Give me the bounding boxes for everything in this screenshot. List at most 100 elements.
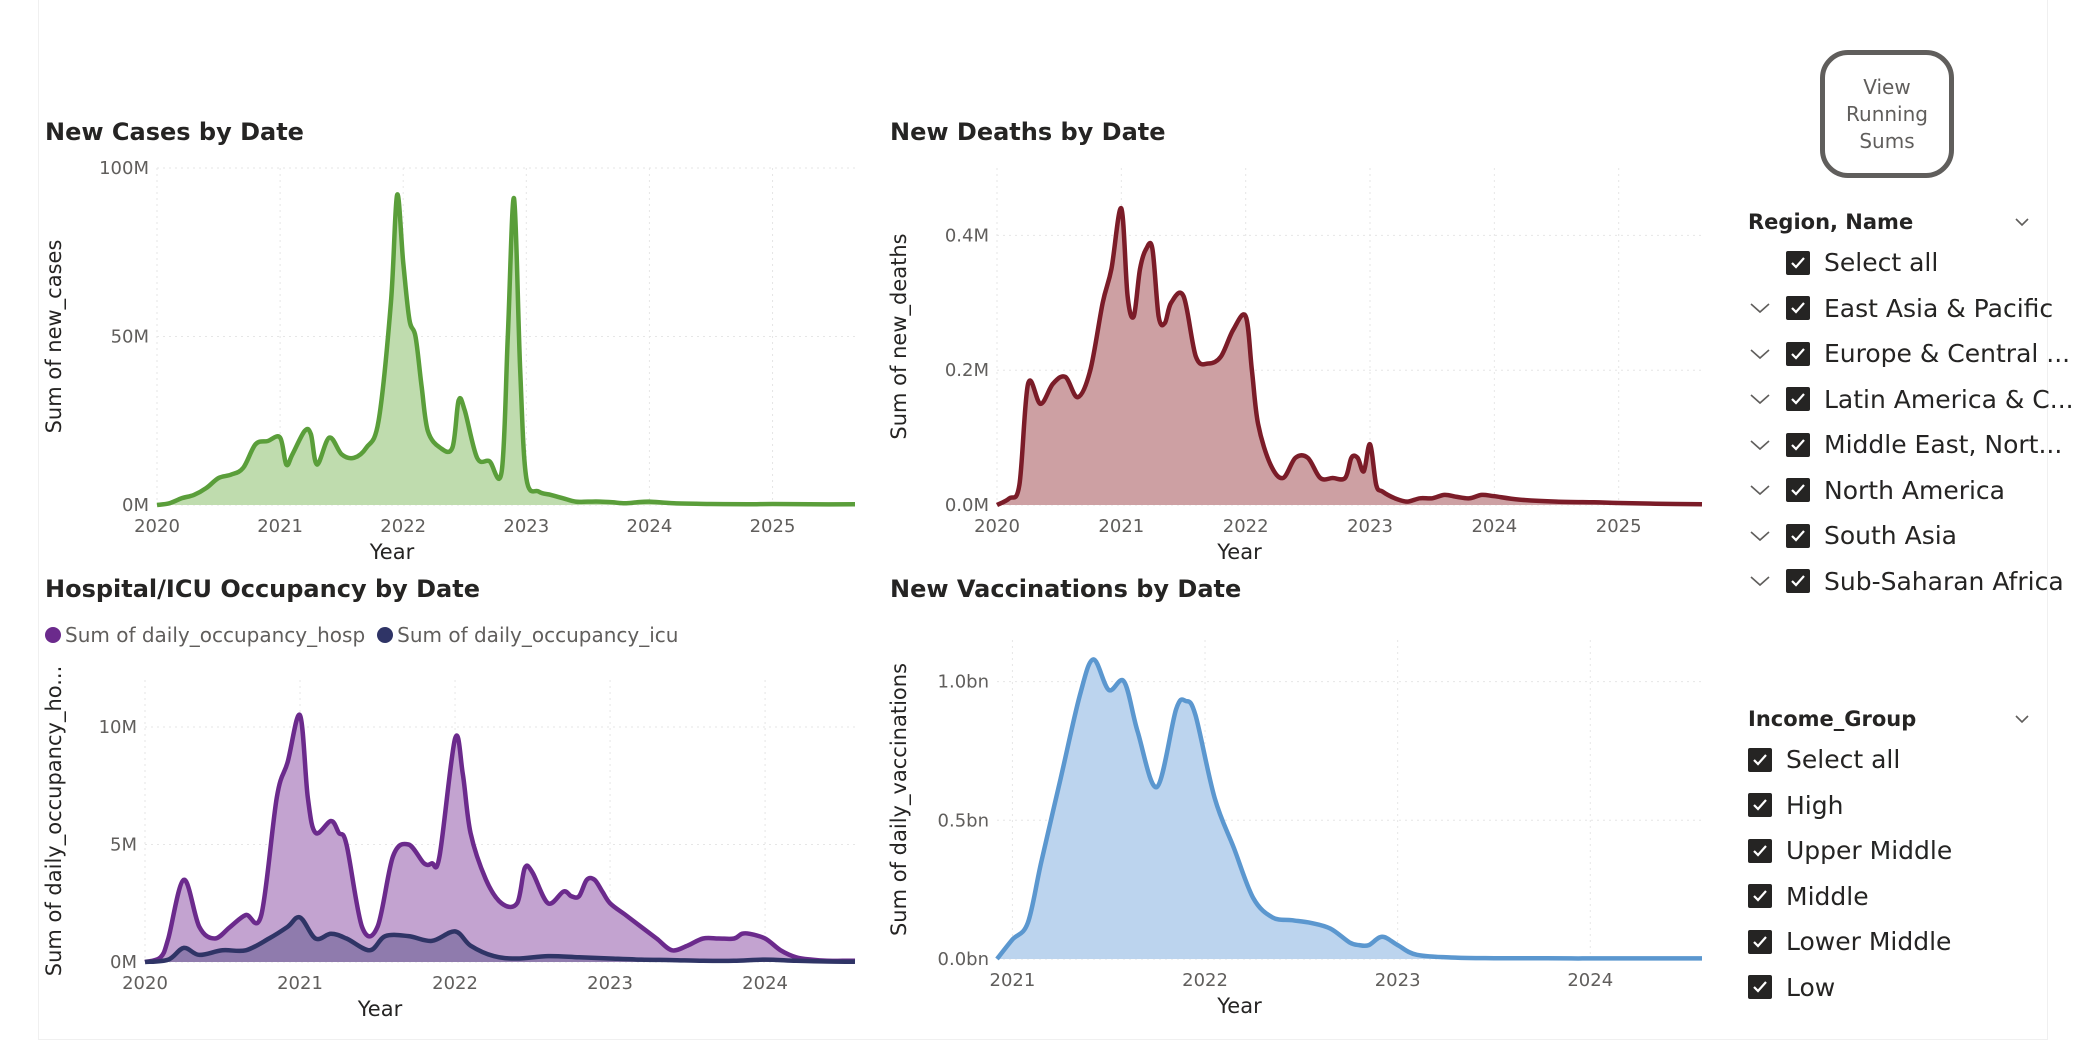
legend-label: Sum of daily_occupancy_icu <box>397 623 679 647</box>
expand-chevron-icon[interactable] <box>1748 528 1772 544</box>
new-vaccinations-plot[interactable]: 2021 2022 2023 2024 0.0bn 0.5bn 1.0bn Year Sum o… <box>887 575 1710 1035</box>
x-tick-label: 2020 <box>974 516 1020 537</box>
series-line[interactable] <box>144 712 855 965</box>
slicer-item-income[interactable]: Middle <box>1748 874 2038 920</box>
checkbox-checked-icon[interactable] <box>1786 341 1810 366</box>
y-tick-label: 5M <box>110 835 137 856</box>
slicer-item-label: High <box>1786 790 1844 820</box>
slicer-item-income[interactable]: Low <box>1748 965 2038 1011</box>
checkbox-checked-icon[interactable] <box>1748 838 1772 863</box>
legend-item-icu[interactable]: Sum of daily_occupancy_icu <box>377 623 678 647</box>
new-cases-chart[interactable]: New Cases by Date 2020 2021 2022 2023 2024 20… <box>42 118 865 564</box>
checkbox-checked-icon[interactable] <box>1748 929 1772 954</box>
checkbox-checked-icon[interactable] <box>1748 793 1772 818</box>
x-tick-label: 2021 <box>990 970 1036 991</box>
slicer-item-label: Select all <box>1786 745 1901 775</box>
checkbox-checked-icon[interactable] <box>1786 478 1810 503</box>
slicer-item-region[interactable]: Middle East, Nort... <box>1748 422 2062 468</box>
region-slicer: Region, Name Select all East Asia & Paci… <box>1748 210 2074 605</box>
slicer-item-income[interactable]: Lower Middle <box>1748 919 2038 965</box>
series-line[interactable] <box>995 206 1703 508</box>
y-axis-title: Sum of new_cases <box>42 240 67 434</box>
y-tick-label: 0M <box>110 952 137 973</box>
income-group-slicer: Income_Group Select all High Upper Middle… <box>1748 707 2038 1010</box>
chart-title: Hospital/ICU Occupancy by Date <box>45 575 480 603</box>
series-line[interactable] <box>144 914 856 965</box>
x-tick-label: 2020 <box>134 516 180 537</box>
x-axis-title: Year <box>369 540 415 564</box>
chart-legend: Sum of daily_occupancy_hosp Sum of daily… <box>45 623 690 647</box>
y-tick-label: 10M <box>99 717 137 738</box>
slicer-item-region[interactable]: North America <box>1748 468 2038 514</box>
slicer-item-region[interactable]: South Asia <box>1748 513 2038 559</box>
legend-dot-hosp <box>45 627 61 643</box>
slicer-item-label: South Asia <box>1824 521 1957 551</box>
hospital-icu-plot[interactable]: 2020 2021 2022 2023 2024 0M 5M 10M Year Sum of da… <box>42 575 865 1035</box>
x-tick-label: 2021 <box>1098 516 1144 537</box>
slicer-header[interactable]: Income_Group <box>1748 707 2038 737</box>
expand-chevron-icon[interactable] <box>1748 300 1772 316</box>
slicer-item-select-all[interactable]: Select all <box>1748 240 2038 286</box>
slicer-item-label: Middle <box>1786 881 1869 911</box>
slicer-item-region[interactable]: Sub-Saharan Africa <box>1748 559 2064 605</box>
new-vaccinations-chart[interactable]: New Vaccinations by Date 2021 2022 2023 202… <box>887 575 1710 1035</box>
legend-label: Sum of daily_occupancy_hosp <box>65 623 366 647</box>
series-line[interactable] <box>995 657 1702 961</box>
new-deaths-chart[interactable]: New Deaths by Date 2020 2021 2022 2023 2024 2… <box>887 118 1710 564</box>
x-tick-label: 2024 <box>1471 516 1517 537</box>
checkbox-checked-icon[interactable] <box>1748 747 1772 772</box>
y-axis-title: Sum of new_deaths <box>887 233 912 439</box>
slicer-header[interactable]: Region, Name <box>1748 210 2038 240</box>
chevron-down-icon[interactable] <box>2014 711 2030 727</box>
series-area[interactable] <box>145 917 855 962</box>
slicer-item-label: Low <box>1786 972 1836 1002</box>
chart-title: New Cases by Date <box>45 118 304 146</box>
slicer-item-region[interactable]: Latin America & C... <box>1748 377 2074 423</box>
slicer-item-income[interactable]: Upper Middle <box>1748 828 2038 874</box>
chevron-down-icon[interactable] <box>2014 214 2030 230</box>
checkbox-checked-icon[interactable] <box>1786 569 1810 594</box>
checkbox-checked-icon[interactable] <box>1786 296 1810 321</box>
y-axis-title: Sum of daily_occupancy_ho... <box>42 666 67 977</box>
series-area[interactable] <box>997 659 1702 959</box>
slicer-item-region[interactable]: Europe & Central ... <box>1748 331 2070 377</box>
new-deaths-plot[interactable]: 2020 2021 2022 2023 2024 2025 0.0M 0.2M 0.4M Year… <box>887 118 1710 578</box>
x-tick-label: 2022 <box>432 973 478 994</box>
x-tick-label: 2021 <box>257 516 303 537</box>
checkbox-checked-icon[interactable] <box>1748 975 1772 1000</box>
y-tick-label: 1.0bn <box>938 672 989 693</box>
checkbox-checked-icon[interactable] <box>1786 432 1810 457</box>
x-tick-label: 2024 <box>742 973 788 994</box>
slicer-item-label: Middle East, Nort... <box>1824 430 2063 460</box>
region-item-list: East Asia & Pacific Europe & Central ... L… <box>1748 286 2074 605</box>
y-tick-label: 0M <box>122 495 149 516</box>
slicer-item-region[interactable]: East Asia & Pacific <box>1748 286 2053 332</box>
x-tick-label: 2024 <box>1567 970 1613 991</box>
expand-chevron-icon[interactable] <box>1748 482 1772 498</box>
series-line[interactable] <box>156 192 856 508</box>
new-cases-plot[interactable]: 2020 2021 2022 2023 2024 2025 0M 50M 100M Year Sum… <box>42 118 865 578</box>
expand-chevron-icon[interactable] <box>1748 573 1772 589</box>
checkbox-checked-icon[interactable] <box>1748 884 1772 909</box>
series-area[interactable] <box>997 208 1702 506</box>
checkbox-checked-icon[interactable] <box>1786 387 1810 412</box>
hospital-icu-chart[interactable]: Hospital/ICU Occupancy by Date Sum of da… <box>42 575 865 1035</box>
report-canvas <box>38 0 2048 1040</box>
legend-item-hosp[interactable]: Sum of daily_occupancy_hosp <box>45 623 365 647</box>
chart-title: New Vaccinations by Date <box>890 575 1242 603</box>
slicer-item-select-all[interactable]: Select all <box>1748 737 2038 783</box>
y-tick-label: 0.4M <box>945 225 989 246</box>
expand-chevron-icon[interactable] <box>1748 391 1772 407</box>
slicer-item-label: East Asia & Pacific <box>1824 293 2054 323</box>
series-area[interactable] <box>145 714 855 962</box>
chart-title: New Deaths by Date <box>890 118 1166 146</box>
checkbox-checked-icon[interactable] <box>1786 523 1810 548</box>
slicer-item-income[interactable]: High <box>1748 783 2038 829</box>
checkbox-checked-icon[interactable] <box>1786 250 1810 275</box>
expand-chevron-icon[interactable] <box>1748 346 1772 362</box>
view-running-sums-button[interactable]: View Running Sums <box>1820 50 1954 178</box>
slicer-item-label: Sub-Saharan Africa <box>1824 566 2064 596</box>
x-tick-label: 2023 <box>503 516 549 537</box>
x-tick-label: 2025 <box>750 516 796 537</box>
expand-chevron-icon[interactable] <box>1748 437 1772 453</box>
